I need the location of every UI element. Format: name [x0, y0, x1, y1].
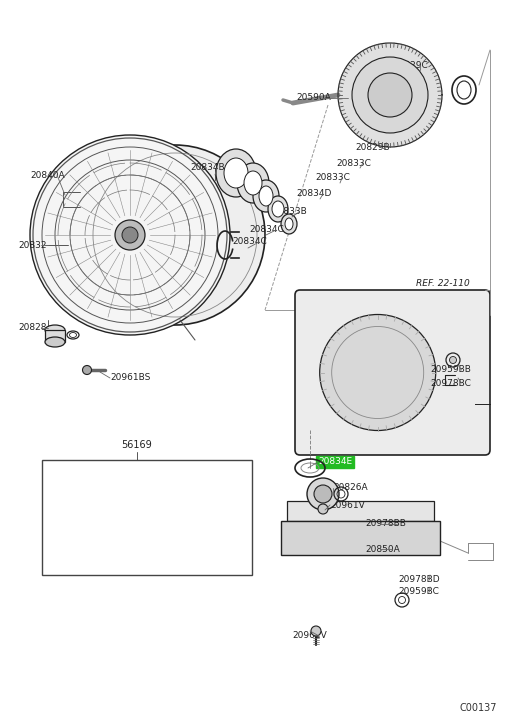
Text: 20834E: 20834E: [318, 458, 352, 466]
FancyBboxPatch shape: [42, 460, 252, 575]
Text: REF. 22-110: REF. 22-110: [416, 279, 470, 287]
Text: 20834C: 20834C: [52, 512, 90, 522]
Ellipse shape: [45, 325, 65, 335]
Text: 20833C: 20833C: [315, 174, 350, 182]
Text: 20828: 20828: [18, 324, 47, 332]
Ellipse shape: [285, 218, 293, 230]
Circle shape: [319, 314, 436, 431]
Polygon shape: [338, 43, 442, 147]
Text: 20961BS: 20961BS: [110, 374, 151, 382]
Text: 20826A: 20826A: [333, 484, 368, 492]
Text: 20834C: 20834C: [232, 237, 267, 246]
Circle shape: [352, 57, 428, 133]
Text: 56169: 56169: [122, 440, 153, 450]
Ellipse shape: [253, 180, 279, 212]
Text: 20834C: 20834C: [249, 225, 284, 235]
Circle shape: [314, 485, 332, 503]
Ellipse shape: [272, 201, 284, 217]
Text: 20829B: 20829B: [355, 143, 390, 153]
Text: 20840A: 20840A: [30, 170, 65, 180]
Text: 20834B: 20834B: [190, 532, 227, 542]
Circle shape: [115, 220, 145, 250]
Text: 20832: 20832: [18, 240, 47, 250]
FancyBboxPatch shape: [295, 290, 490, 455]
Text: 20829C: 20829C: [393, 61, 428, 70]
Ellipse shape: [45, 337, 65, 347]
Circle shape: [82, 366, 92, 374]
Circle shape: [368, 73, 412, 117]
Text: 20834D: 20834D: [120, 512, 158, 522]
Text: 20978BC: 20978BC: [430, 379, 471, 387]
Text: 20978BB: 20978BB: [365, 520, 406, 529]
Ellipse shape: [259, 186, 273, 206]
Text: 20959BC: 20959BC: [398, 587, 439, 597]
Ellipse shape: [268, 196, 288, 222]
Text: 20850A: 20850A: [365, 544, 400, 554]
Text: 20978BD: 20978BD: [398, 576, 440, 584]
Text: 20961V: 20961V: [330, 500, 365, 510]
Circle shape: [122, 227, 138, 243]
Circle shape: [307, 478, 339, 510]
Text: 20961V: 20961V: [292, 631, 327, 641]
Text: 20978BD: 20978BD: [52, 492, 97, 502]
Ellipse shape: [224, 158, 248, 188]
FancyBboxPatch shape: [45, 330, 65, 342]
Circle shape: [311, 626, 321, 636]
Text: C00137: C00137: [460, 703, 498, 713]
Text: 20978BC: 20978BC: [190, 512, 234, 522]
Text: 20959BB: 20959BB: [430, 366, 471, 374]
FancyBboxPatch shape: [281, 521, 440, 555]
Text: 20590A: 20590A: [296, 93, 331, 103]
Ellipse shape: [244, 171, 262, 195]
Text: 20834B: 20834B: [190, 164, 225, 172]
Circle shape: [85, 145, 265, 325]
Text: 20833B: 20833B: [52, 532, 90, 542]
Ellipse shape: [281, 214, 297, 234]
FancyBboxPatch shape: [287, 501, 434, 521]
Circle shape: [30, 135, 230, 335]
Ellipse shape: [216, 149, 256, 197]
Circle shape: [318, 504, 328, 514]
Text: 20833C: 20833C: [336, 159, 371, 167]
Text: 20834D: 20834D: [296, 190, 331, 198]
Ellipse shape: [237, 163, 269, 203]
Text: 20833B: 20833B: [272, 208, 307, 216]
Circle shape: [450, 356, 457, 363]
Text: 20833C: 20833C: [120, 532, 158, 542]
Text: PNC: PNC: [52, 552, 75, 562]
